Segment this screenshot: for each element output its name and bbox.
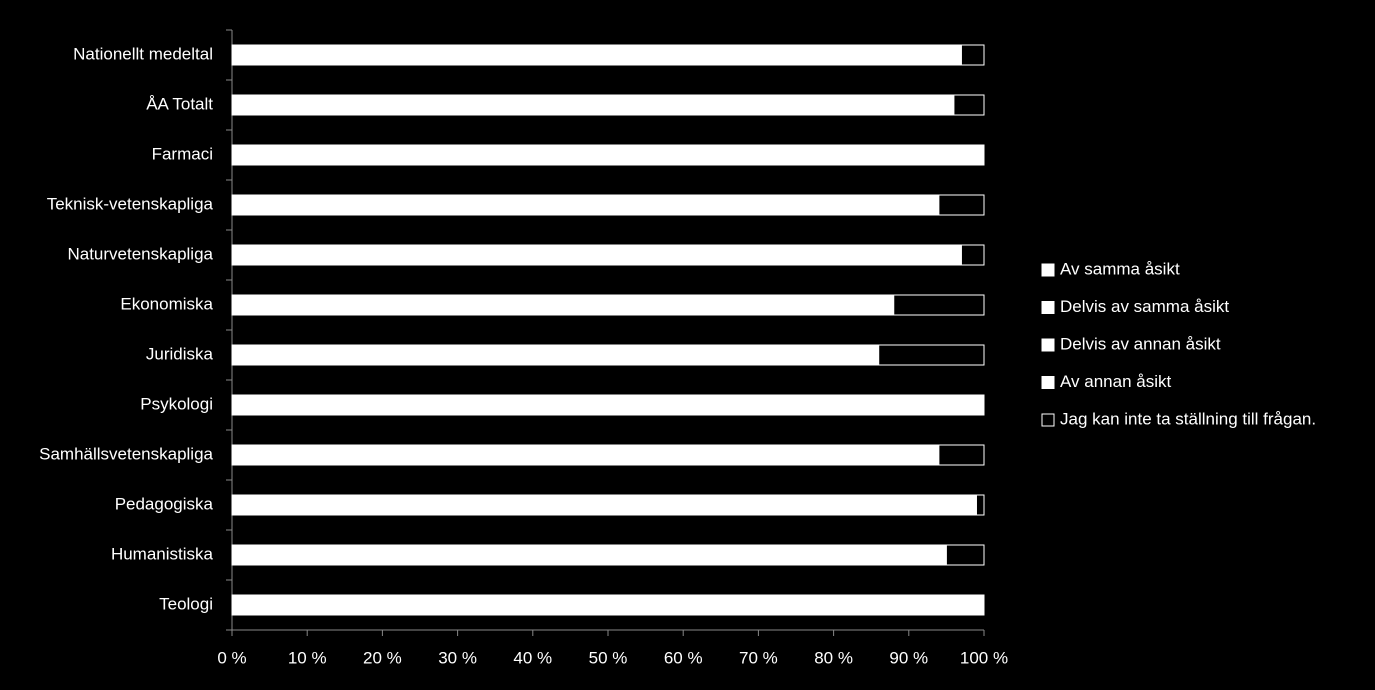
bar-segment	[960, 244, 985, 266]
y-tick-label: Psykologi	[140, 394, 213, 413]
bar-segment	[231, 344, 880, 366]
legend-swatch	[1041, 263, 1055, 277]
x-tick-label: 60 %	[664, 648, 703, 667]
bar-segment	[231, 94, 955, 116]
bar-segment	[231, 594, 985, 616]
y-tick-label: Juridiska	[146, 344, 214, 363]
x-tick-label: 30 %	[438, 648, 477, 667]
bar-segment	[231, 494, 977, 516]
bar-segment	[231, 244, 962, 266]
legend-swatch	[1041, 301, 1055, 314]
bar-segment	[938, 194, 985, 216]
bar-segment	[953, 94, 985, 116]
legend-label: Av annan åsikt	[1060, 372, 1171, 391]
x-tick-label: 10 %	[288, 648, 327, 667]
x-tick-label: 100 %	[960, 648, 1008, 667]
legend-label: Delvis av samma åsikt	[1060, 297, 1229, 316]
x-tick-label: 50 %	[589, 648, 628, 667]
bar-segment	[231, 544, 947, 566]
bar-segment	[975, 494, 985, 516]
y-tick-label: Naturvetenskapliga	[67, 244, 213, 263]
x-tick-label: 20 %	[363, 648, 402, 667]
y-tick-label: Teologi	[159, 594, 213, 613]
y-tick-label: Farmaci	[152, 144, 213, 163]
x-tick-label: 90 %	[889, 648, 928, 667]
y-tick-label: Humanistiska	[111, 544, 214, 563]
bar-segment	[231, 394, 985, 416]
x-tick-label: 80 %	[814, 648, 853, 667]
y-tick-label: Pedagogiska	[115, 494, 214, 513]
x-tick-label: 0 %	[217, 648, 246, 667]
bar-segment	[231, 194, 940, 216]
legend-label: Delvis av annan åsikt	[1060, 334, 1221, 353]
bar-segment	[231, 144, 985, 166]
y-tick-label: ÅA Totalt	[146, 94, 213, 113]
bar-segment	[938, 444, 985, 466]
x-tick-label: 40 %	[513, 648, 552, 667]
legend-swatch	[1041, 413, 1055, 427]
bar-segment	[231, 444, 940, 466]
x-tick-label: 70 %	[739, 648, 778, 667]
legend-label: Av samma åsikt	[1060, 259, 1180, 278]
y-tick-label: Ekonomiska	[120, 294, 213, 313]
bar-segment	[231, 294, 895, 316]
legend-swatch	[1041, 338, 1055, 352]
bar-segment	[893, 294, 985, 316]
legend-swatch	[1041, 376, 1055, 389]
y-tick-label: Samhällsvetenskapliga	[39, 444, 213, 463]
y-tick-label: Teknisk-vetenskapliga	[47, 194, 214, 213]
bar-segment	[878, 344, 985, 366]
y-tick-label: Nationellt medeltal	[73, 44, 213, 63]
legend-label: Jag kan inte ta ställning till frågan.	[1060, 409, 1316, 428]
bar-segment	[960, 44, 985, 66]
bar-segment	[945, 544, 985, 566]
bar-segment	[231, 44, 962, 66]
